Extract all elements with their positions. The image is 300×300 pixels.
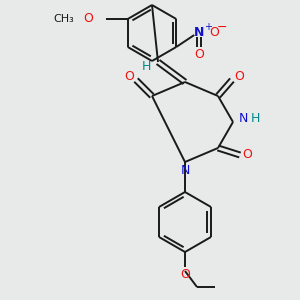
Text: N: N	[238, 112, 248, 125]
Text: −: −	[217, 20, 227, 34]
Text: +: +	[204, 22, 212, 32]
Text: H: H	[250, 112, 260, 125]
Text: H: H	[141, 59, 151, 73]
Text: O: O	[209, 26, 219, 40]
Text: CH₃: CH₃	[53, 14, 74, 24]
Text: O: O	[194, 49, 204, 62]
Text: O: O	[180, 268, 190, 281]
Text: O: O	[234, 70, 244, 83]
Text: O: O	[242, 148, 252, 161]
Text: N: N	[180, 164, 190, 176]
Text: N: N	[194, 26, 204, 40]
Text: O: O	[124, 70, 134, 83]
Text: O: O	[83, 13, 93, 26]
